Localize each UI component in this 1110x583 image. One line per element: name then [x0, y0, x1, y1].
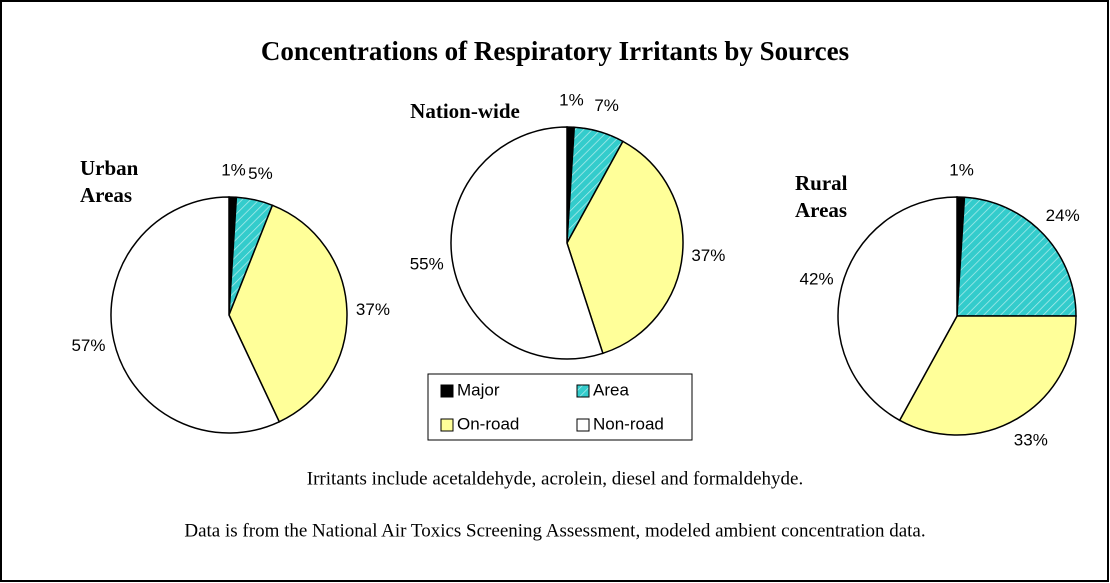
- data-label: 55%: [410, 255, 444, 274]
- data-label: 5%: [248, 164, 273, 183]
- data-label: 57%: [71, 336, 105, 355]
- data-label: 24%: [1046, 206, 1080, 225]
- data-label: 1%: [949, 161, 974, 180]
- pie-slice: [228, 204, 348, 423]
- note: Data is from the National Air Toxics Scr…: [184, 520, 925, 541]
- pie-slice: [450, 126, 604, 360]
- legend-label: Area: [593, 380, 629, 399]
- pie-slice: [837, 196, 958, 422]
- pie-slice: [956, 196, 1077, 317]
- legend-swatch: [440, 384, 454, 398]
- data-label: 42%: [800, 269, 834, 288]
- legend-box: [427, 373, 693, 441]
- pie-slice: [110, 196, 281, 434]
- legend-swatch: [440, 418, 454, 432]
- chart-title: Concentrations of Respiratory Irritants …: [261, 36, 849, 66]
- legend-label: Major: [457, 380, 500, 399]
- pie-slice: [566, 140, 684, 355]
- pie-title: Rural Areas: [795, 171, 848, 222]
- note: Irritants include acetaldehyde, acrolein…: [307, 468, 803, 489]
- data-label: 7%: [594, 96, 619, 115]
- legend-swatch: [576, 384, 590, 398]
- data-label: 33%: [1014, 430, 1048, 449]
- data-label: 37%: [356, 300, 390, 319]
- pie-title: Urban Areas: [80, 156, 139, 207]
- legend-label: On-road: [457, 414, 519, 433]
- pie-slice: [898, 315, 1077, 436]
- data-label: 1%: [221, 161, 246, 180]
- legend-swatch: [576, 418, 590, 432]
- pie-title: Nation-wide: [410, 99, 520, 123]
- data-label: 37%: [691, 246, 725, 265]
- legend-label: Non-road: [593, 414, 664, 433]
- data-label: 1%: [559, 91, 584, 110]
